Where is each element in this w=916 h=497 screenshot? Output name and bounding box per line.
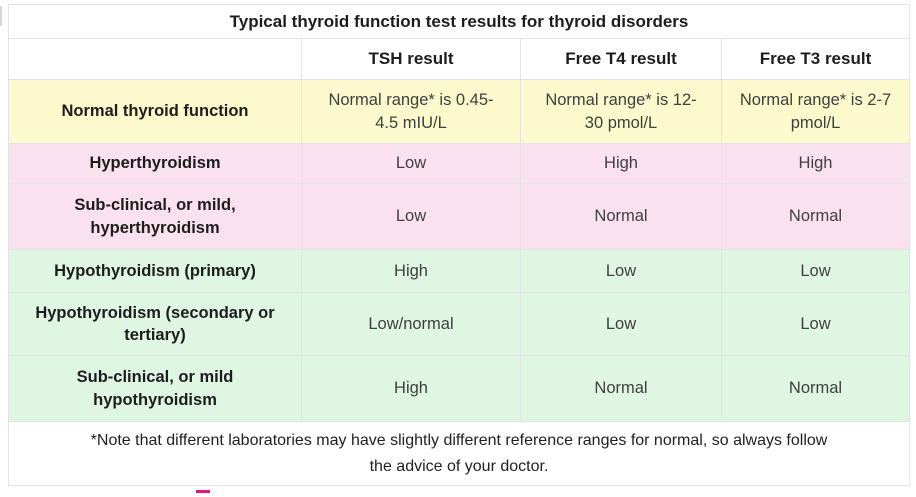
column-header-tsh: TSH result (301, 38, 521, 80)
left-edge-artifact (0, 6, 2, 26)
condition-cell: Normal thyroid function (8, 79, 302, 144)
magenta-dash-artifact (196, 490, 210, 493)
table-row-subclinical-hypothyroidism: Sub-clinical, or mild hypothyroidism Hig… (8, 355, 910, 422)
table-title-row: Typical thyroid function test results fo… (8, 4, 910, 39)
value-cell: Normal (520, 183, 722, 250)
value-cell: Low (721, 292, 910, 356)
value-cell: Normal range* is 0.45- 4.5 mIU/L (301, 79, 521, 144)
condition-cell: Sub-clinical, or mild, hyperthyroidism (8, 183, 302, 250)
condition-cell: Hypothyroidism (primary) (8, 249, 302, 293)
thyroid-results-table: Typical thyroid function test results fo… (8, 4, 910, 487)
column-header-free-t4: Free T4 result (520, 38, 722, 80)
condition-cell: Hyperthyroidism (8, 143, 302, 184)
value-cell: Low (721, 249, 910, 293)
value-cell: High (520, 143, 722, 184)
value-cell: Low (301, 143, 521, 184)
value-cell: Normal (520, 355, 722, 422)
table-row-normal-function: Normal thyroid function Normal range* is… (8, 79, 910, 144)
column-header-condition (8, 38, 302, 80)
table-row-subclinical-hyperthyroidism: Sub-clinical, or mild, hyperthyroidism L… (8, 183, 910, 250)
condition-cell: Sub-clinical, or mild hypothyroidism (8, 355, 302, 422)
table-header-row: TSH result Free T4 result Free T3 result (8, 38, 910, 80)
value-cell: Low (520, 292, 722, 356)
value-cell: Low/normal (301, 292, 521, 356)
table-title: Typical thyroid function test results fo… (8, 4, 910, 39)
condition-cell: Hypothyroidism (secondary or tertiary) (8, 292, 302, 356)
table-row-hypothyroidism-primary: Hypothyroidism (primary) High Low Low (8, 249, 910, 293)
value-cell: High (721, 143, 910, 184)
value-cell: Normal range* is 12- 30 pmol/L (520, 79, 722, 144)
table-row-hyperthyroidism: Hyperthyroidism Low High High (8, 143, 910, 184)
value-cell: Normal (721, 355, 910, 422)
value-cell: Normal range* is 2-7 pmol/L (721, 79, 910, 144)
value-cell: High (301, 355, 521, 422)
footnote-text: *Note that different laboratories may ha… (8, 420, 910, 487)
value-cell: High (301, 249, 521, 293)
value-cell: Low (520, 249, 722, 293)
value-cell: Normal (721, 183, 910, 250)
table-row-hypothyroidism-secondary: Hypothyroidism (secondary or tertiary) L… (8, 292, 910, 356)
table-footnote-row: *Note that different laboratories may ha… (8, 420, 910, 487)
column-header-free-t3: Free T3 result (721, 38, 910, 80)
value-cell: Low (301, 183, 521, 250)
